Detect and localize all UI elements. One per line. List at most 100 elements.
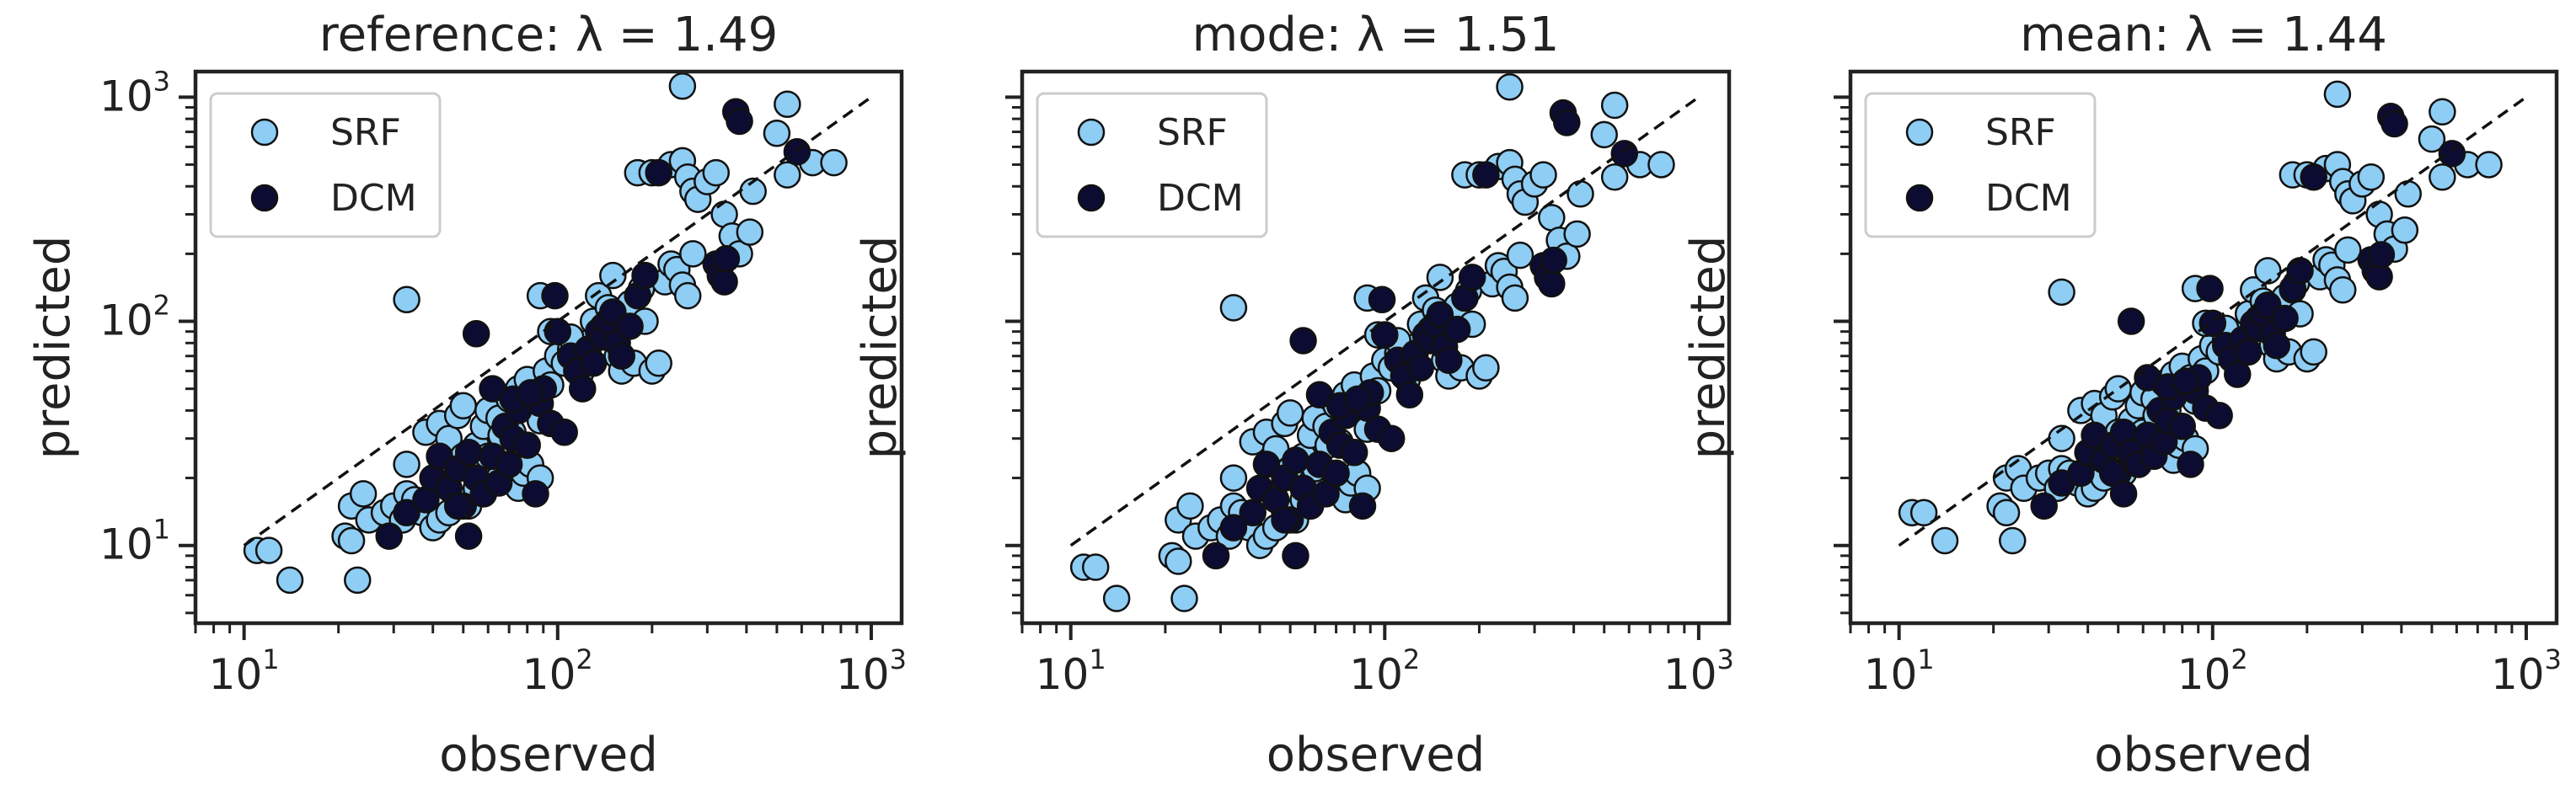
dcm-point <box>1271 506 1299 534</box>
srf-point <box>763 119 791 147</box>
dcm-point <box>2172 367 2199 395</box>
tick-exponent: 1 <box>1089 643 1106 675</box>
srf-point <box>337 526 366 555</box>
dcm-point <box>2109 480 2138 508</box>
srf-point <box>344 566 372 595</box>
tick-exponent: 1 <box>1917 643 1934 675</box>
x-tick-label: 101 <box>1036 643 1106 699</box>
tick-base: 10 <box>2491 650 2545 699</box>
dcm-point <box>517 379 544 407</box>
dcm-point <box>2271 304 2299 333</box>
dcm-point <box>631 261 659 290</box>
tick-base: 10 <box>99 72 153 120</box>
reference-line <box>1069 95 1700 547</box>
tick-base: 10 <box>1864 650 1918 699</box>
dcm-point <box>1282 542 1309 570</box>
srf-point <box>2300 338 2327 366</box>
srf-point <box>2323 80 2352 109</box>
srf-point <box>276 566 304 595</box>
points <box>243 72 848 595</box>
srf-point <box>1219 464 1248 492</box>
dcm-point <box>1395 381 1424 409</box>
plot-frame <box>193 69 904 626</box>
srf-point <box>1170 584 1198 612</box>
srf-point <box>702 158 731 187</box>
tick-exponent: 1 <box>153 514 170 546</box>
tick-exponent: 2 <box>153 290 170 322</box>
dcm-point <box>2286 257 2314 285</box>
dcm-point <box>1348 492 1377 520</box>
dcm-point <box>2205 402 2233 430</box>
reference-line <box>1898 95 2527 547</box>
srf-point <box>1501 284 1529 312</box>
srf-point <box>254 536 283 564</box>
dcm-point <box>443 492 472 520</box>
plot-frame <box>1848 69 2559 626</box>
dcm-point <box>1435 346 1463 375</box>
y-axis-label: predicted <box>1681 236 1736 460</box>
dcm-point <box>2367 241 2396 269</box>
y-axis-label: predicted <box>853 236 908 460</box>
legend: SRF DCM <box>209 92 442 238</box>
x-tick-label: 101 <box>1864 643 1935 699</box>
y-tick-label: 101 <box>99 514 170 569</box>
legend-marker-dcm <box>1905 184 1934 212</box>
panel-title: reference: λ = 1.49 <box>319 8 778 62</box>
legend-label-dcm: DCM <box>1157 177 1244 220</box>
srf-point <box>1590 120 1618 149</box>
srf-point <box>1496 73 1524 101</box>
x-axis-label: observed <box>1267 728 1486 782</box>
srf-point <box>736 218 764 246</box>
dcm-point <box>2030 492 2058 520</box>
legend-marker-srf <box>1905 118 1934 147</box>
dcm-point <box>1343 385 1372 414</box>
srf-point <box>1081 553 1110 581</box>
dcm-point <box>1406 354 1435 382</box>
points <box>1898 80 2503 555</box>
tick-base: 10 <box>522 650 576 699</box>
dcm-point <box>1368 285 1396 313</box>
srf-point <box>774 90 801 118</box>
tick-base: 10 <box>2177 650 2231 699</box>
srf-point <box>2429 163 2456 191</box>
dcm-point <box>1239 499 1267 527</box>
dcm-point <box>710 268 738 296</box>
x-tick-label: 102 <box>522 643 593 699</box>
legend-marker-dcm <box>250 184 279 212</box>
srf-point <box>1472 354 1500 382</box>
dcm-point <box>2438 140 2466 168</box>
srf-point <box>2104 375 2133 403</box>
srf-point <box>2418 125 2446 153</box>
dcm-point <box>1202 542 1230 570</box>
srf-point <box>2334 236 2362 264</box>
x-tick-label: 102 <box>2177 643 2248 699</box>
legend-label-srf: SRF <box>330 111 401 154</box>
panel-title: mode: λ = 1.51 <box>1192 8 1560 62</box>
srf-point <box>1909 499 1938 527</box>
tick-base: 10 <box>209 650 263 699</box>
srf-point <box>2328 276 2357 304</box>
tick-exponent: 3 <box>890 643 907 675</box>
y-tick-label: 103 <box>99 65 170 120</box>
dcm-point <box>608 342 636 370</box>
dcm-point <box>712 245 741 273</box>
srf-point <box>673 281 702 310</box>
srf-point <box>2254 257 2282 285</box>
srf-point <box>2048 278 2075 307</box>
x-tick-label: 103 <box>2491 643 2562 699</box>
legend-label-srf: SRF <box>1157 111 1228 154</box>
srf-point <box>1219 294 1248 322</box>
x-tick-label: 103 <box>836 643 907 699</box>
dcm-point <box>1377 424 1406 452</box>
dcm-point <box>522 480 549 508</box>
dcm-point <box>1219 514 1248 542</box>
x-tick-label: 102 <box>1349 643 1420 699</box>
dcm-point <box>579 349 608 377</box>
dcm-point <box>1458 264 1486 291</box>
legend-label-dcm: DCM <box>330 177 417 220</box>
tick-exponent: 2 <box>2231 643 2247 675</box>
legend-marker-srf <box>1077 118 1106 147</box>
